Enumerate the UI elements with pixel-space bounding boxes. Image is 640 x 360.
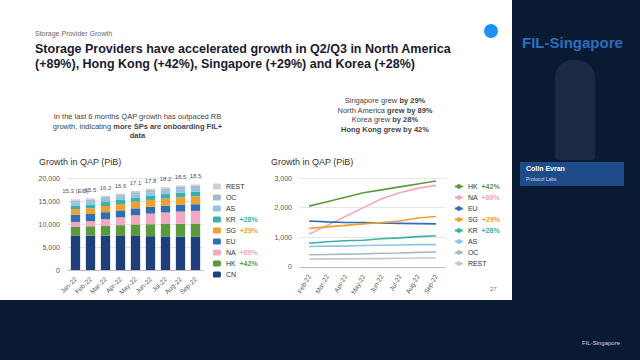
html-text:Singapore grew by 29%: Singapore grew by 29% <box>344 96 426 105</box>
svg-text:AS: AS <box>226 205 236 212</box>
svg-text:2,000: 2,000 <box>274 204 292 211</box>
html-text:Korea grew by 28%: Korea grew by 28% <box>351 115 419 124</box>
svg-text:Jun-22: Jun-22 <box>134 275 153 294</box>
svg-text:Aug-22: Aug-22 <box>163 275 183 296</box>
svg-text:10,000: 10,000 <box>39 221 61 228</box>
svg-text:17.8: 17.8 <box>145 178 157 184</box>
svg-text:15,000: 15,000 <box>39 198 61 205</box>
svg-text:Apr-22: Apr-22 <box>333 273 350 294</box>
html-text:Colin Evran: Colin Evran <box>526 165 565 172</box>
svg-text:NA: NA <box>468 194 478 201</box>
svg-text:+89%: +89% <box>482 194 501 201</box>
svg-text:+29%: +29% <box>240 227 259 234</box>
svg-text:Feb-22: Feb-22 <box>296 273 313 295</box>
svg-text:NA: NA <box>226 249 236 256</box>
svg-text:20,000: 20,000 <box>39 175 61 182</box>
html-text:Protocol Labs: Protocol Labs <box>526 176 557 182</box>
svg-text:18.2: 18.2 <box>160 176 172 182</box>
svg-text:+89%: +89% <box>240 249 259 256</box>
html-text:27: 27 <box>490 286 497 292</box>
svg-text:REST: REST <box>226 183 245 190</box>
svg-text:Feb-22: Feb-22 <box>73 275 93 295</box>
svg-text:Mar-22: Mar-22 <box>88 275 108 295</box>
svg-text:18.5: 18.5 <box>175 174 187 180</box>
svg-text:15.3 (EiB): 15.3 (EiB) <box>62 188 89 195</box>
svg-text:EU: EU <box>226 238 236 245</box>
svg-text:Jul-22: Jul-22 <box>150 275 168 293</box>
svg-text:Jan-22: Jan-22 <box>59 275 78 295</box>
svg-text:CN: CN <box>226 271 236 278</box>
svg-text:3,000: 3,000 <box>274 175 292 182</box>
svg-text:EU: EU <box>468 205 478 212</box>
svg-text:15.5: 15.5 <box>85 187 97 193</box>
html-text:FIL-Singapore: FIL-Singapore <box>582 340 620 346</box>
svg-text:HK: HK <box>226 260 236 267</box>
svg-text:SG: SG <box>226 227 236 234</box>
svg-text:Mar-22: Mar-22 <box>314 273 331 295</box>
svg-text:REST: REST <box>468 260 487 267</box>
svg-text:AS: AS <box>468 238 478 245</box>
svg-text:17.1: 17.1 <box>130 180 142 186</box>
svg-text:May-22: May-22 <box>350 273 368 296</box>
svg-text:Growth in QAP (PiB): Growth in QAP (PiB) <box>271 157 353 167</box>
svg-text:18.5: 18.5 <box>190 173 202 179</box>
html-text:Storage Providers have acceler: Storage Providers have accelerated growt… <box>35 42 451 71</box>
svg-text:1,000: 1,000 <box>274 234 292 241</box>
svg-text:16.2: 16.2 <box>100 185 112 191</box>
svg-text:May-22: May-22 <box>118 275 139 296</box>
html-text:Hong Kong grew by 42%: Hong Kong grew by 42% <box>341 124 429 134</box>
svg-text:+28%: +28% <box>482 227 501 234</box>
svg-text:OC: OC <box>468 249 479 256</box>
svg-text:Jul-22: Jul-22 <box>388 273 403 292</box>
svg-text:KR: KR <box>226 216 236 223</box>
html-text:North America grew by 89%: North America grew by 89% <box>337 105 433 115</box>
svg-text:KR: KR <box>468 227 478 234</box>
svg-text:+29%: +29% <box>482 216 501 223</box>
svg-text:0: 0 <box>288 263 292 270</box>
svg-text:0: 0 <box>56 267 60 274</box>
svg-text:16.6: 16.6 <box>115 183 127 189</box>
svg-text:Apr-22: Apr-22 <box>104 275 123 295</box>
svg-text:+42%: +42% <box>482 183 501 190</box>
svg-text:+42%: +42% <box>240 260 259 267</box>
svg-text:5,000: 5,000 <box>42 244 60 251</box>
html-text:Storage Provider Growth: Storage Provider Growth <box>35 30 112 37</box>
svg-text:HK: HK <box>468 183 478 190</box>
svg-text:Jun-22: Jun-22 <box>369 273 385 294</box>
svg-text:Sep-22: Sep-22 <box>422 273 440 295</box>
html-text:In the last 6 months QAP growt: In the last 6 months QAP growth has outp… <box>52 112 223 140</box>
svg-text:Sep-22: Sep-22 <box>178 275 199 296</box>
html-text:FIL-Singapore: FIL-Singapore <box>522 34 623 51</box>
svg-text:OC: OC <box>226 194 237 201</box>
svg-text:Aug-22: Aug-22 <box>404 273 422 295</box>
svg-text:SG: SG <box>468 216 478 223</box>
svg-text:+28%: +28% <box>240 216 259 223</box>
svg-text:Growth in QAP (PiB): Growth in QAP (PiB) <box>39 157 121 167</box>
